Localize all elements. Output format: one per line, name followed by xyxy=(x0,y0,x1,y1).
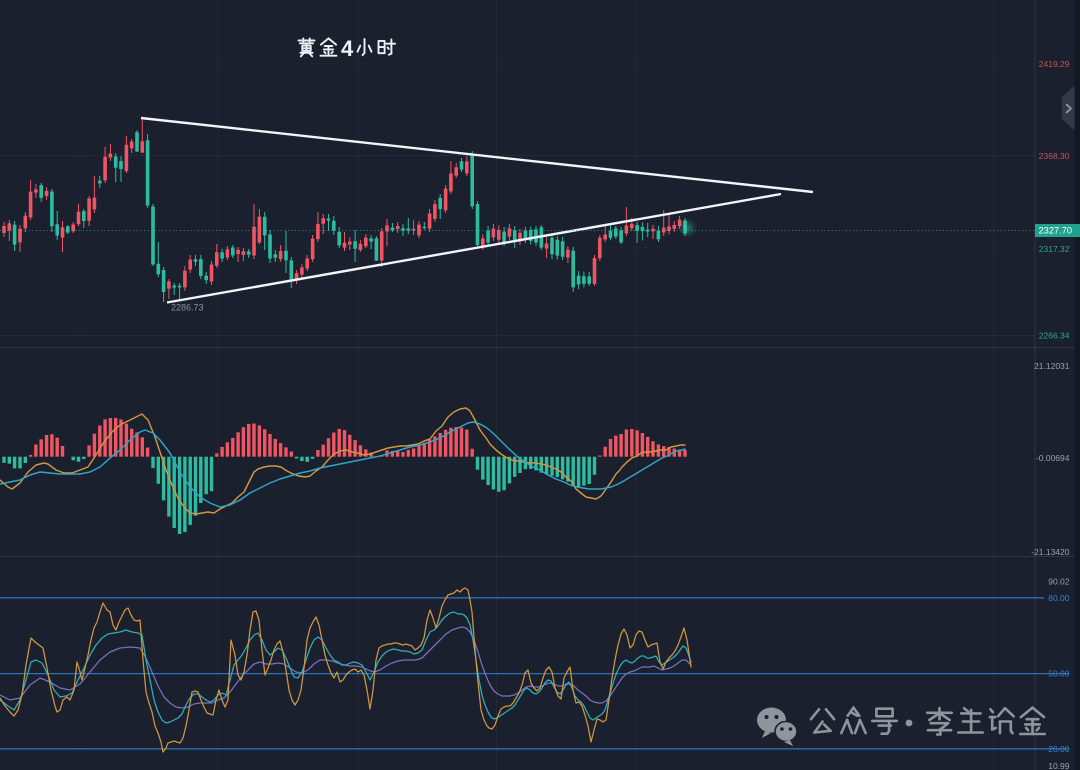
svg-text:10.99: 10.99 xyxy=(1048,761,1070,770)
svg-text:50.00: 50.00 xyxy=(1048,669,1070,679)
svg-text:2368.30: 2368.30 xyxy=(1039,151,1070,161)
svg-text:2286.73: 2286.73 xyxy=(171,303,204,313)
svg-text:80.00: 80.00 xyxy=(1048,593,1070,603)
svg-text:2327.70: 2327.70 xyxy=(1039,226,1073,236)
svg-text:21.12031: 21.12031 xyxy=(1034,361,1070,371)
svg-text:-0.00694: -0.00694 xyxy=(1036,453,1070,463)
svg-text:4: 4 xyxy=(341,36,354,61)
svg-text:2266.34: 2266.34 xyxy=(1039,331,1070,341)
svg-text:-21.13420: -21.13420 xyxy=(1031,547,1070,557)
svg-text:90.02: 90.02 xyxy=(1048,577,1070,587)
svg-text:2317.32: 2317.32 xyxy=(1039,244,1070,254)
svg-text:2419.29: 2419.29 xyxy=(1039,59,1070,69)
svg-text:20.00: 20.00 xyxy=(1048,744,1070,754)
